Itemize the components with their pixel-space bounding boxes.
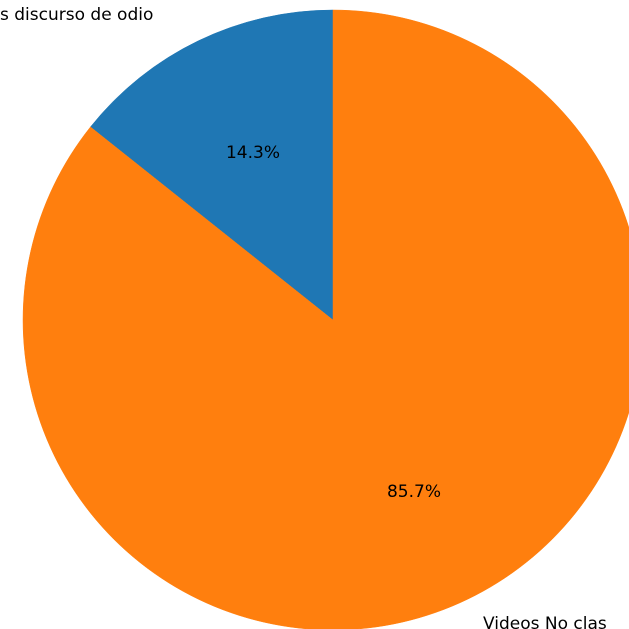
pie-slice-hate-speech <box>90 9 334 321</box>
slice-label-not-classified: Videos No clas <box>483 614 607 629</box>
pie-slices <box>22 9 629 629</box>
slice-pct-hate-speech: 14.3% <box>226 143 280 163</box>
slice-pct-not-classified: 85.7% <box>387 482 441 502</box>
pie-slice-not-classified <box>22 9 629 629</box>
slice-label-hate-speech: s discurso de odio <box>0 5 153 25</box>
